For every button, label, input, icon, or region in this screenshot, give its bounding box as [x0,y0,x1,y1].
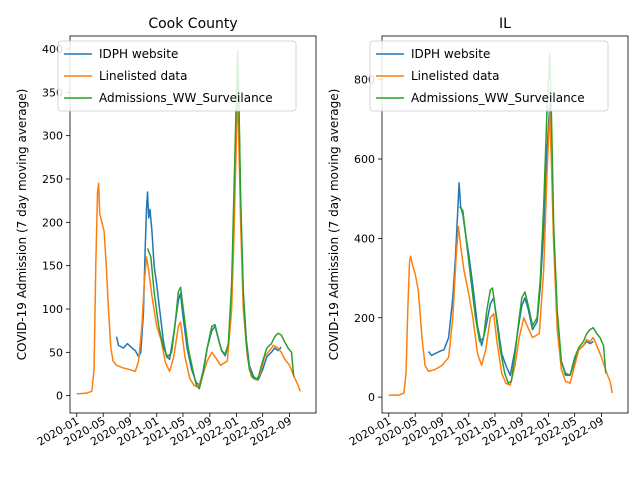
legend-box [57,40,297,112]
chart-cook-county: 0501001502002503003504002020-012020-0520… [15,16,317,449]
legend: IDPH website Linelisted data Admissions_WW… [57,40,297,112]
legend-entry: IDPH website [99,47,178,61]
y-tick-label: 0 [56,390,63,403]
chart-il: 02004006008002020-012020-052020-092021-0… [327,16,629,449]
legend: IDPH website Linelisted data Admissions_WW… [369,40,609,112]
y-tick-label: 50 [49,346,63,359]
y-tick-label: 600 [354,153,375,166]
plot-frame [69,35,317,414]
y-axis-label: COVID-19 Admission (7 day moving average… [15,89,29,361]
y-tick-label: 400 [354,232,375,245]
legend-entry: IDPH website [411,47,490,61]
y-axis-label: COVID-19 Admission (7 day moving average… [327,89,341,361]
series-line-2 [146,49,295,390]
y-tick-label: 150 [42,260,63,273]
legend-entry: Admissions_WW_Surveilance [411,91,585,105]
legend-box [369,40,609,112]
series-line-1 [388,110,614,396]
series-line-2 [458,53,607,384]
y-tick-label: 200 [354,312,375,325]
series-line-0 [427,102,594,377]
y-tick-label: 100 [42,303,63,316]
y-tick-label: 250 [42,173,63,186]
y-tick-label: 0 [368,391,375,404]
legend-entry: Admissions_WW_Surveilance [99,91,273,105]
legend-entry: Linelisted data [99,69,187,83]
y-tick-label: 200 [42,216,63,229]
legend-entry: Linelisted data [411,69,499,83]
chart-title: IL [499,16,511,32]
plot-frame [381,35,629,414]
y-tick-label: 300 [42,130,63,143]
chart-title: Cook County [148,16,237,32]
